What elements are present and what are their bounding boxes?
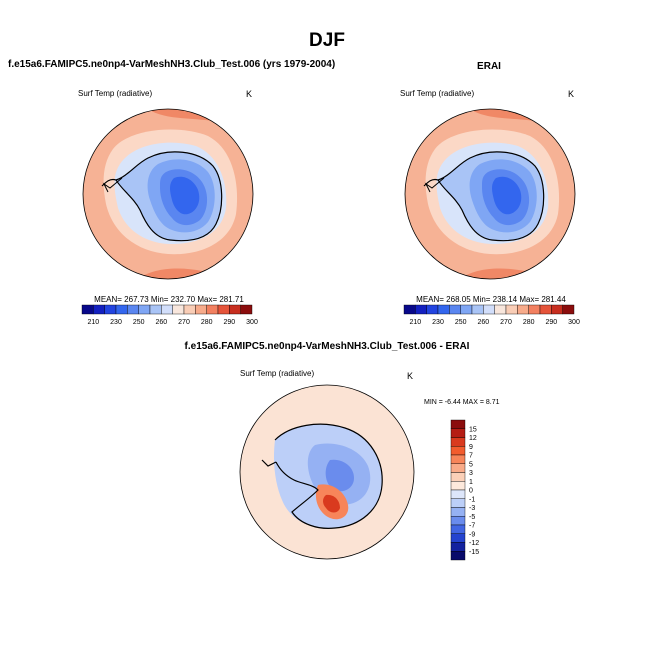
panel-2-colorbar-tick-label: 270 — [500, 319, 512, 326]
panel-3-colorbar-swatch — [450, 507, 466, 517]
panel-3-map — [240, 385, 414, 559]
panel-2-colorbar-swatch — [494, 304, 507, 315]
panel-3-colorbar-tick-label: 7 — [469, 453, 473, 460]
panel-2-colorbar-swatch — [551, 304, 563, 315]
panel-2-stats: MEAN= 268.05 Min= 238.14 Max= 281.44 — [416, 295, 566, 304]
panel-3-colorbar-tick-label: 5 — [469, 461, 473, 468]
panel-3-colorbar-tick-label: 0 — [469, 488, 473, 495]
panel-1-colorbar-swatch — [206, 304, 219, 315]
panel-3-colorbar-tick-label: -7 — [469, 523, 475, 530]
panel-2-colorbar-swatch — [471, 304, 484, 315]
panel-1-colorbar-swatch — [93, 304, 105, 315]
panel-1-colorbar: 210 230 250 260 270 280 290 300 — [81, 304, 258, 326]
panel-3-colorbar-swatch — [450, 428, 466, 438]
panel-1-colorbar-swatch — [217, 304, 230, 315]
panel-2-colorbar-swatch — [460, 304, 473, 315]
panel-3-colorbar-tick-label: 1 — [469, 479, 473, 486]
panel-3-colorbar-tick-label: 12 — [469, 435, 477, 442]
panel-3-colorbar-swatch — [450, 551, 466, 561]
panel-2-colorbar-swatch — [483, 304, 495, 315]
panel-1-colorbar-swatch — [104, 304, 117, 315]
panel-2-colorbar-swatch — [517, 304, 529, 315]
panel-3-colorbar-swatch — [450, 446, 466, 456]
panel-1-colorbar-swatch — [229, 304, 241, 315]
panel-1-colorbar-tick-label: 280 — [201, 319, 213, 326]
panel-2-variable-label: Surf Temp (radiative) — [400, 89, 475, 98]
panel-2-colorbar-swatch — [437, 304, 450, 315]
figure-title: DJF — [309, 30, 345, 51]
panel-1-colorbar-swatch — [172, 304, 185, 315]
panel-2-colorbar-tick-label: 280 — [523, 319, 535, 326]
panel-3-colorbar-swatch — [450, 481, 466, 491]
panel-2-colorbar-swatch — [528, 304, 541, 315]
panel-2-colorbar-tick-label: 300 — [568, 319, 580, 326]
panel-3-colorbar-tick-label: -12 — [469, 540, 479, 547]
panel-1-colorbar-tick-label: 260 — [155, 319, 167, 326]
panel-3-variable-label: Surf Temp (radiative) — [240, 369, 315, 378]
panel-2-unit-label: K — [568, 89, 575, 99]
panel-2-colorbar-swatch — [426, 304, 439, 315]
panel-1-colorbar-swatch — [195, 304, 207, 315]
panel-2-colorbar-swatch — [403, 304, 416, 315]
panel-3-colorbar-tick-label: 15 — [469, 426, 477, 433]
panel-3-colorbar-swatch — [450, 516, 466, 526]
panel-1-colorbar-tick-label: 290 — [223, 319, 235, 326]
panel-3-colorbar-swatch — [450, 489, 466, 499]
panel-3-colorbar-swatch — [450, 472, 466, 482]
panel-1-colorbar-swatch — [183, 304, 196, 315]
panel-2-colorbar-tick-label: 290 — [545, 319, 557, 326]
panel-3-colorbar-tick-label: 9 — [469, 444, 473, 451]
panel-1-title: f.e15a6.FAMIPC5.ne0np4-VarMeshNH3.Club_T… — [8, 59, 336, 70]
panel-3-colorbar-swatch — [450, 533, 466, 543]
panel-2-colorbar-tick-label: 260 — [477, 319, 489, 326]
panel-3-colorbar-tick-label: 3 — [469, 470, 473, 477]
panel-1-map-border — [82, 108, 254, 280]
panel-1-stats: MEAN= 267.73 Min= 232.70 Max= 281.71 — [94, 295, 244, 304]
panel-3-colorbar-tick-label: -1 — [469, 496, 475, 503]
panel-2-colorbar-swatch — [562, 304, 575, 315]
panel-1-colorbar-tick-label: 250 — [133, 319, 145, 326]
panel-3-colorbar-swatch — [450, 542, 466, 552]
panel-1-colorbar-swatch — [240, 304, 253, 315]
panel-2-colorbar-swatch — [505, 304, 518, 315]
panel-1-colorbar-tick-label: 230 — [110, 319, 122, 326]
panel-3-unit-label: K — [407, 371, 414, 381]
panel-1-colorbar-swatch — [149, 304, 162, 315]
panel-2-colorbar-swatch — [449, 304, 461, 315]
panel-2-colorbar-tick-label: 230 — [432, 319, 444, 326]
panel-1-colorbar-swatch — [161, 304, 173, 315]
panel-1-colorbar-tick-label: 300 — [246, 319, 258, 326]
panel-3-stats: MIN = -6.44 MAX = 8.71 — [424, 399, 500, 406]
panel-3-colorbar: 15 12 9 75 3 1 0-1 -3 -5 -7-9 -12 -15 — [450, 419, 479, 561]
panel-3-colorbar-tick-label: -5 — [469, 514, 475, 521]
panel-1-colorbar-tick-label: 210 — [87, 319, 99, 326]
panel-2-colorbar-tick-label: 250 — [455, 319, 467, 326]
panel-1-colorbar-swatch — [138, 304, 151, 315]
panel-3-colorbar-swatch — [450, 524, 466, 534]
panel-3-colorbar-swatch — [450, 463, 466, 473]
panel-1-colorbar-swatch — [81, 304, 94, 315]
panel-2-colorbar-swatch — [539, 304, 552, 315]
panel-1-colorbar-tick-label: 270 — [178, 319, 190, 326]
panel-1-colorbar-swatch — [115, 304, 128, 315]
panel-3-colorbar-swatch — [450, 419, 466, 429]
panel-3-colorbar-swatch — [450, 498, 466, 508]
panel-2-title: ERAI — [477, 61, 501, 72]
panel-1-unit-label: K — [246, 89, 253, 99]
panel-3-title: f.e15a6.FAMIPC5.ne0np4-VarMeshNH3.Club_T… — [184, 341, 470, 352]
panel-2-colorbar: 210 230 250 260 270 280 290 300 — [403, 304, 580, 326]
panel-1-variable-label: Surf Temp (radiative) — [78, 89, 153, 98]
panel-3-colorbar-tick-label: -3 — [469, 505, 475, 512]
panel-3-colorbar-swatch — [450, 437, 466, 447]
panel-3-colorbar-tick-label: -9 — [469, 531, 475, 538]
panel-1-colorbar-swatch — [127, 304, 139, 315]
panel-3-colorbar-swatch — [450, 454, 466, 464]
panel-2-map-border — [404, 108, 576, 280]
panel-3-colorbar-tick-label: -15 — [469, 549, 479, 556]
panel-3-map-border — [239, 384, 415, 560]
panel-2-colorbar-tick-label: 210 — [409, 319, 421, 326]
panel-2-colorbar-swatch — [415, 304, 427, 315]
